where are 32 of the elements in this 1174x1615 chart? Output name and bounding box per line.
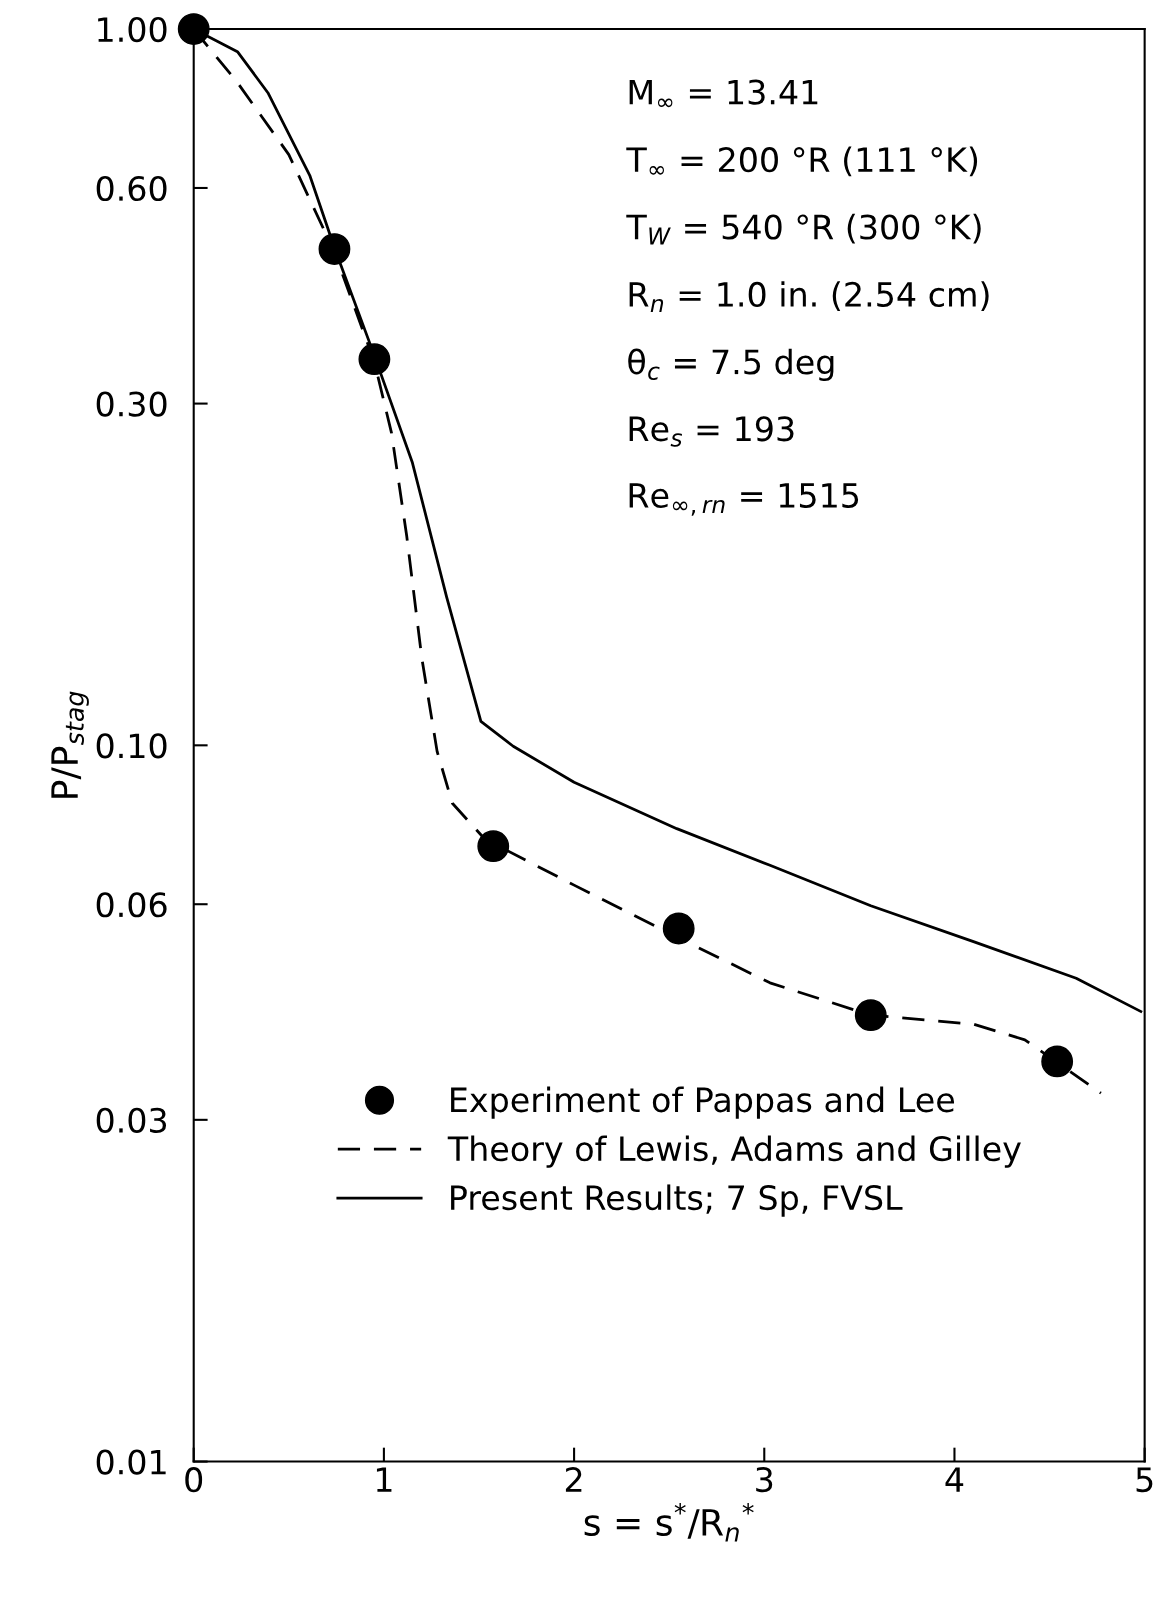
- point: [177, 13, 210, 45]
- x-tick-label: 1: [376, 1467, 392, 1492]
- y-tick-label: 0.06: [96, 892, 167, 918]
- annotation: Re$_{∞,rn}$ = 1515: [629, 483, 859, 516]
- annotation: M$_{∞}$ = 13.41: [629, 79, 818, 108]
- x-tick-label: 0: [185, 1467, 203, 1493]
- point: [477, 830, 510, 863]
- y-tick-label: 0.30: [96, 391, 167, 417]
- x-tick-label: 4: [945, 1467, 964, 1492]
- x-tick-label: 2: [565, 1467, 582, 1492]
- y-tick-label: 0.03: [96, 1107, 167, 1133]
- annotation: Re$_{s}$ = 193: [629, 416, 794, 447]
- x-tick-label: 5: [1136, 1467, 1153, 1493]
- annotation: T$_{∞}$ = 200 °R (111 °K): [626, 146, 978, 177]
- y-tick-label: 1.00: [98, 16, 167, 43]
- point: [318, 233, 351, 265]
- y-tick-label: 0.01: [96, 1449, 166, 1475]
- y-tick-label: 0.10: [96, 733, 167, 759]
- annotation: R$_{n}$ = 1.0 in. (2.54 cm): [629, 281, 989, 312]
- legend-label: Present Results; 7 Sp, FVSL: [451, 1184, 903, 1217]
- y-tick-label: 0.60: [96, 175, 167, 202]
- legend-label: Experiment of Pappas and Lee: [451, 1086, 955, 1119]
- x-tick-label: 3: [756, 1467, 773, 1493]
- legend-label: Theory of Lewis, Adams and Gilley: [447, 1135, 1021, 1168]
- annotation: θ$_{c}$ = 7.5 deg: [628, 348, 834, 382]
- point: [1041, 1045, 1074, 1078]
- x-axis-title: s = s$^{*}$/R$_{n}$$^{*}$: [584, 1502, 754, 1542]
- annotation: T$_{W}$ = 540 °R (300 °K): [626, 213, 981, 245]
- y-axis-title: P/P$_{stag}$: [51, 691, 89, 798]
- point: [854, 999, 887, 1032]
- point: [358, 343, 391, 376]
- point: [662, 912, 695, 945]
